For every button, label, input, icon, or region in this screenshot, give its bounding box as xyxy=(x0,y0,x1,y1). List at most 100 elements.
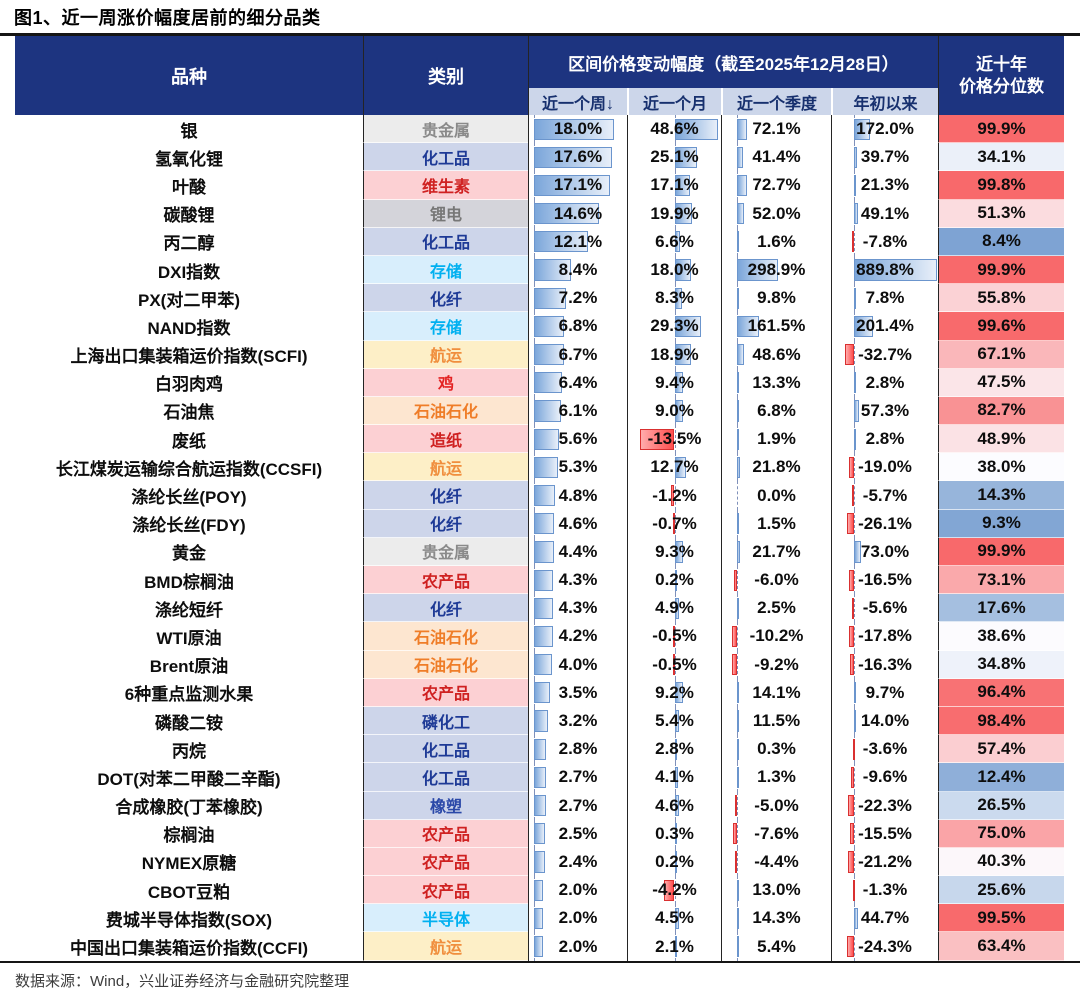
variety-cell: 合成橡胶(丁苯橡胶) xyxy=(115,798,263,818)
zero-axis-line xyxy=(674,509,676,538)
zero-axis-line xyxy=(853,791,855,820)
data-bar xyxy=(533,710,549,732)
month-cell: 18.9% xyxy=(627,340,721,369)
month-cell: -0.5% xyxy=(627,622,721,651)
category-badge: 农产品 xyxy=(363,876,528,905)
data-bar xyxy=(737,287,740,309)
data-bar xyxy=(734,795,738,817)
data-bar xyxy=(847,935,854,958)
percentile-cell: 55.8% xyxy=(938,284,1064,313)
ytd-value: -21.2% xyxy=(858,851,912,871)
table-row: 长江煤炭运输综合航运指数(CCSFI) 航运 5.3% 12.7% 21.8% -19.0… xyxy=(15,453,1064,482)
week-cell: 2.8% xyxy=(528,735,627,764)
percentile-value: 12.4% xyxy=(977,766,1026,786)
table-row: BMD棕榈油 农产品 4.3% 0.2% -6.0% -16.5% 73.1% xyxy=(15,566,1064,595)
zero-axis-line xyxy=(737,819,739,848)
data-bar xyxy=(533,344,564,366)
month-value: 18.0% xyxy=(650,260,699,280)
variety-cell: 丙二醇 xyxy=(163,234,215,254)
ytd-cell: -26.1% xyxy=(831,509,938,538)
data-bar xyxy=(533,146,613,168)
ytd-cell: -16.3% xyxy=(831,650,938,679)
table-body: 银贵金属 18.0% 48.6% 72.1% 172.0% 99.9% 氢氧化锂 化工品 17.… xyxy=(15,115,1064,961)
data-bar xyxy=(533,174,611,197)
month-value: 4.9% xyxy=(655,598,694,618)
table-row: 费城半导体指数(SOX) 半导体 2.0% 4.5% 14.3% 44.7% 99.5% xyxy=(15,904,1064,933)
category-badge: 鸡 xyxy=(363,368,528,397)
data-bar xyxy=(533,682,550,704)
ytd-cell: -32.7% xyxy=(831,340,938,369)
table-row: 白羽肉鸡 鸡 6.4% 9.4% 13.3% 2.8% 47.5% xyxy=(15,368,1064,397)
ytd-value: -22.3% xyxy=(858,795,912,815)
data-bar xyxy=(852,484,855,507)
month-cell: 29.3% xyxy=(627,312,721,341)
category-badge: 化纤 xyxy=(363,509,528,538)
data-bar xyxy=(533,118,615,140)
quarter-value: 52.0% xyxy=(752,203,801,223)
month-value: 0.3% xyxy=(655,823,694,843)
ytd-cell: -1.3% xyxy=(831,876,938,905)
table-row: 废纸 造纸 5.6% -13.5% 1.9% 2.8% 48.9% xyxy=(15,425,1064,454)
quarter-cell: 161.5% xyxy=(721,312,831,341)
variety-cell: 涤纶长丝(FDY) xyxy=(132,516,246,536)
data-bar xyxy=(737,879,740,901)
header-variety: 品种 xyxy=(15,36,363,115)
data-bar xyxy=(847,795,854,817)
data-bar xyxy=(533,259,572,281)
data-bar xyxy=(533,738,547,760)
percentile-cell: 12.4% xyxy=(938,763,1064,792)
category-badge: 石油石化 xyxy=(363,650,528,679)
variety-cell: NAND指数 xyxy=(147,318,231,338)
ytd-cell: 2.8% xyxy=(831,425,938,454)
ytd-value: 7.8% xyxy=(865,288,905,308)
percentile-value: 55.8% xyxy=(977,287,1026,307)
month-cell: 4.5% xyxy=(627,904,721,933)
data-bar xyxy=(533,823,546,845)
week-value: 7.2% xyxy=(558,288,598,308)
percentile-value: 99.9% xyxy=(977,259,1026,279)
variety-cell: 费城半导体指数(SOX) xyxy=(105,910,273,930)
percentile-cell: 8.4% xyxy=(938,227,1064,256)
quarter-value: 14.1% xyxy=(752,682,801,702)
month-value: 4.1% xyxy=(655,767,694,787)
ytd-cell: -19.0% xyxy=(831,453,938,482)
quarter-value: 13.3% xyxy=(752,372,801,392)
quarter-cell: 1.6% xyxy=(721,227,831,256)
variety-cell: 石油焦 xyxy=(163,403,215,423)
variety-cell: 磷酸二铵 xyxy=(155,713,223,733)
data-bar xyxy=(674,400,683,422)
table-row: WTI原油 石油石化 4.2% -0.5% -10.2% -17.8% 38.6% xyxy=(15,622,1064,651)
quarter-cell: 0.3% xyxy=(721,735,831,764)
percentile-cell: 99.6% xyxy=(938,312,1064,341)
table-row: 合成橡胶(丁苯橡胶) 橡塑 2.7% 4.6% -5.0% -22.3% 26.5% xyxy=(15,791,1064,820)
data-bar xyxy=(853,146,858,168)
zero-axis-line xyxy=(737,566,739,595)
category-badge: 农产品 xyxy=(363,847,528,877)
category-badge: 化工品 xyxy=(363,227,528,256)
month-value: 12.7% xyxy=(650,457,699,477)
percentile-cell: 73.1% xyxy=(938,566,1064,595)
table-row: 涤纶长丝(FDY) 化纤 4.6% -0.7% 1.5% -26.1% 9.3% xyxy=(15,509,1064,538)
data-bar xyxy=(533,851,545,873)
quarter-cell: 13.0% xyxy=(721,876,831,905)
variety-cell: 白羽肉鸡 xyxy=(155,375,223,395)
quarter-cell: 72.1% xyxy=(721,115,831,144)
week-value: 4.3% xyxy=(558,598,598,618)
table-row: 石油焦 石油石化 6.1% 9.0% 6.8% 57.3% 82.7% xyxy=(15,396,1064,426)
week-value: 4.4% xyxy=(558,541,598,561)
week-value: 5.3% xyxy=(558,457,598,477)
quarter-cell: 1.9% xyxy=(721,425,831,454)
data-bar xyxy=(674,315,701,337)
percentile-value: 99.5% xyxy=(977,907,1026,927)
data-bar xyxy=(674,372,683,394)
data-bar xyxy=(853,907,858,929)
data-bar xyxy=(673,625,676,648)
category-badge: 航运 xyxy=(363,932,528,961)
variety-cell: 氢氧化锂 xyxy=(155,149,223,169)
ytd-value: -3.6% xyxy=(862,739,908,759)
variety-cell: 涤纶短纤 xyxy=(155,600,223,620)
week-cell: 4.6% xyxy=(528,509,627,538)
data-bar xyxy=(533,456,558,478)
data-bar xyxy=(737,597,740,619)
week-cell: 6.8% xyxy=(528,312,627,341)
